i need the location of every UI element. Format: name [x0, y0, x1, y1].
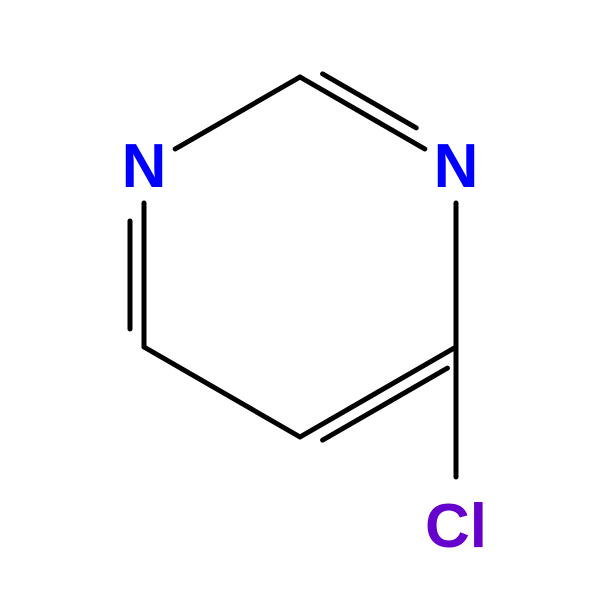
bond-line: [300, 77, 425, 149]
atom-label-n: N: [434, 136, 479, 198]
bond-line: [323, 368, 448, 440]
atom-label-n: N: [122, 136, 167, 198]
atom-label-cl: Cl: [425, 496, 487, 558]
bond-line: [144, 347, 300, 437]
bond-line: [300, 347, 456, 437]
bond-line: [175, 77, 300, 149]
bond-layer: [0, 0, 600, 600]
molecule-canvas: N N Cl: [0, 0, 600, 600]
